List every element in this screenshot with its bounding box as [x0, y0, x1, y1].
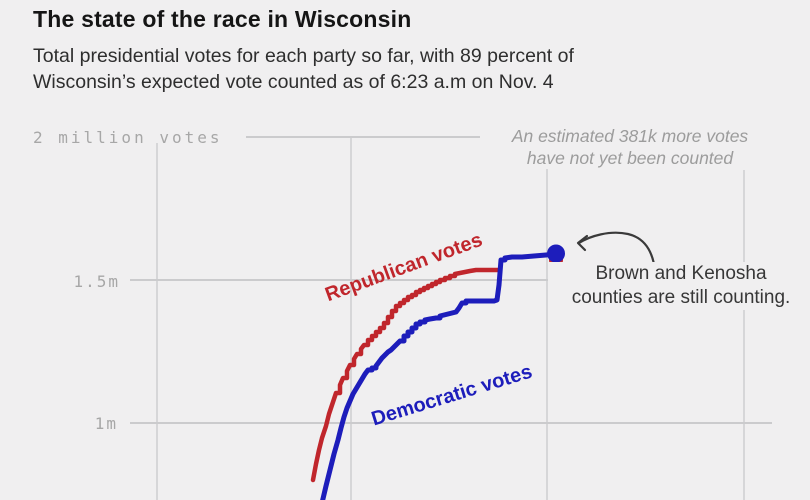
annotation-arrow [577, 231, 657, 273]
annotation-uncounted-line-1: An estimated 381k more votes [511, 126, 749, 146]
y-axis-tick-2million: 2 million votes [33, 128, 223, 147]
annotation-counties-line-1: Brown and Kenosha [595, 263, 767, 284]
democratic-line [320, 251, 559, 500]
annotation-counties-counting: Brown and Kenosha counties are still cou… [548, 262, 810, 310]
annotation-uncounted-line-2: have not yet been counted [526, 148, 734, 168]
annotation-uncounted-votes: An estimated 381k more votes have not ye… [480, 125, 780, 169]
y-axis-tick-1m: 1m [94, 414, 118, 433]
democratic-end-dot [547, 244, 565, 263]
subtitle-line-2: Wisconsin’s expected vote counted as of … [33, 71, 554, 93]
y-axis-tick-1point5m: 1.5m [73, 272, 120, 291]
subtitle-line-1: Total presidential votes for each party … [33, 45, 574, 67]
chart-subtitle: Total presidential votes for each party … [33, 43, 574, 95]
annotation-counties-line-2: counties are still counting. [571, 287, 791, 308]
annotation-arrow-head [576, 234, 589, 252]
republican-line [310, 267, 503, 483]
page-title: The state of the race in Wisconsin [33, 6, 412, 32]
